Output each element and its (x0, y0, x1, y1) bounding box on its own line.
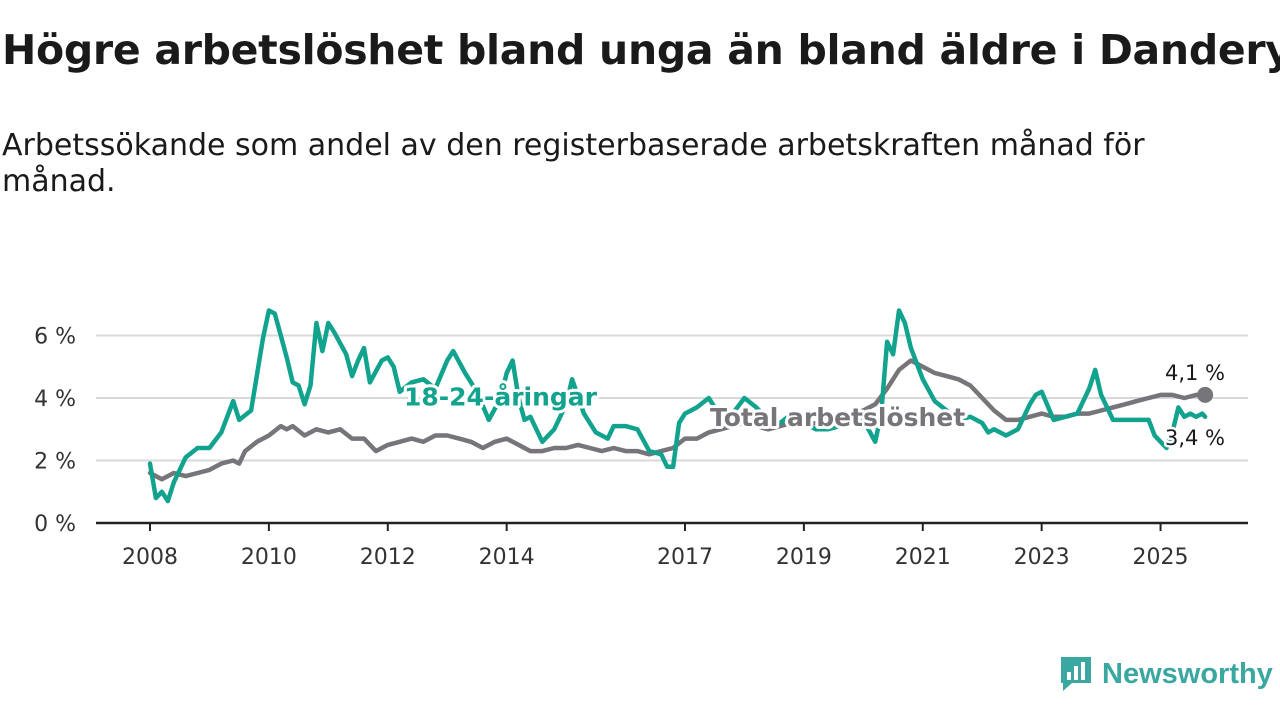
x-tick-label: 2010 (241, 545, 297, 570)
x-tick-label: 2021 (895, 545, 951, 570)
x-tick-label: 2008 (122, 545, 178, 570)
x-tick-label: 2012 (360, 545, 416, 570)
chart-title: Högre arbetslöshet bland unga än bland ä… (2, 26, 1280, 74)
x-axis: 2008 2010 2012 2014 2017 2019 2021 2023 2025 (96, 521, 1248, 570)
y-tick-label: 0 % (34, 512, 76, 537)
chart-subtitle: Arbetssökande som andel av den registerb… (2, 128, 1145, 199)
total-unemployment-line (147, 358, 1208, 482)
line-chart: 0 % 2 % 4 % 6 % 2008 2010 2012 2014 2017 2019 202… (34, 308, 1248, 570)
x-tick-label: 2019 (776, 545, 832, 570)
total-end-value-label: 4,1 % (1165, 361, 1225, 385)
y-tick-label: 2 % (34, 450, 76, 475)
x-tick-label: 2023 (1014, 545, 1070, 570)
x-tick-label: 2014 (479, 545, 535, 570)
x-tick-label: 2017 (657, 545, 713, 570)
total-series-label: Total arbetslöshet (710, 403, 965, 432)
newsworthy-logo-icon (1061, 657, 1091, 691)
newsworthy-brand: Newsworthy (1058, 654, 1273, 694)
brand-name: Newsworthy (1102, 657, 1273, 690)
y-tick-label: 4 % (34, 387, 76, 412)
x-tick-label: 2025 (1133, 545, 1189, 570)
youth-series-label: 18-24-åringar (404, 382, 598, 411)
youth-unemployment-line (147, 308, 1208, 504)
gridlines (96, 334, 1248, 462)
series-labels: 18-24-åringar Total arbetslöshet 4,1 % 3,4 … (401, 358, 1228, 452)
total-end-point (1197, 386, 1214, 403)
y-tick-label: 6 % (34, 325, 76, 350)
y-axis: 0 % 2 % 4 % 6 % (34, 325, 76, 538)
youth-end-value-label: 3,4 % (1165, 426, 1225, 450)
series-lines (147, 308, 1214, 504)
